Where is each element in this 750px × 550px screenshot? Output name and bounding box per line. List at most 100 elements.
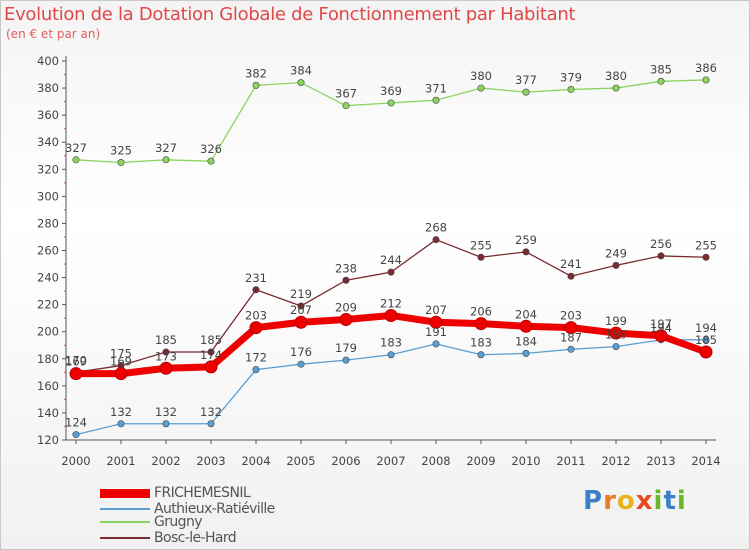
legend-label: Authieux-Ratiéville: [154, 501, 275, 517]
data-label: 207: [290, 303, 312, 317]
data-point: [567, 85, 575, 93]
data-label: 367: [335, 87, 357, 101]
y-tick-label: 120: [37, 433, 59, 447]
data-label: 187: [560, 330, 582, 344]
x-tick-label: 2005: [286, 454, 315, 468]
logo-letter: P: [583, 486, 604, 516]
data-point: [69, 367, 83, 381]
logo-letter: t: [663, 486, 677, 516]
data-label: 384: [290, 64, 312, 78]
series-frichemesnil: [69, 308, 713, 381]
data-label: 185: [200, 333, 222, 347]
data-label: 238: [335, 261, 357, 275]
data-point: [612, 261, 620, 269]
data-label: 249: [605, 246, 627, 260]
data-point: [387, 268, 395, 276]
data-point: [657, 252, 665, 260]
data-label: 183: [470, 336, 492, 350]
series-grugny: [72, 76, 710, 167]
data-label: 255: [470, 238, 492, 252]
data-label: 209: [335, 301, 357, 315]
data-label: 194: [695, 321, 717, 335]
legend-swatch: [100, 508, 150, 510]
data-point: [522, 88, 530, 96]
data-point: [159, 361, 173, 375]
data-point: [162, 156, 170, 164]
x-tick-label: 2002: [151, 454, 180, 468]
data-point: [654, 329, 668, 343]
y-tick-label: 280: [37, 216, 59, 230]
data-label: 173: [155, 349, 177, 363]
data-point: [609, 326, 623, 340]
data-point: [387, 351, 395, 359]
data-point: [657, 77, 665, 85]
data-label: 371: [425, 81, 447, 95]
data-label: 194: [650, 321, 672, 335]
data-label: 204: [515, 307, 537, 321]
data-point: [114, 367, 128, 381]
data-label: 382: [245, 66, 267, 80]
data-label: 386: [695, 61, 717, 75]
data-label: 379: [560, 70, 582, 84]
data-label: 219: [290, 287, 312, 301]
data-label: 256: [650, 237, 672, 251]
data-label: 231: [245, 271, 267, 285]
data-point: [339, 313, 353, 327]
data-point: [249, 321, 263, 335]
data-point: [72, 431, 80, 439]
x-tick-label: 2009: [466, 454, 495, 468]
data-label: 176: [290, 345, 312, 359]
x-tick-label: 2003: [196, 454, 225, 468]
x-tick-label: 2004: [241, 454, 270, 468]
data-point: [297, 302, 305, 310]
y-tick-label: 200: [37, 325, 59, 339]
data-point: [162, 420, 170, 428]
data-point: [564, 321, 578, 335]
data-label: 179: [335, 341, 357, 355]
data-point: [117, 159, 125, 167]
x-tick-label: 2011: [556, 454, 585, 468]
x-tick-label: 2008: [421, 454, 450, 468]
data-point: [477, 253, 485, 261]
data-label: 183: [380, 336, 402, 350]
data-label: 197: [650, 317, 672, 331]
y-tick-label: 380: [37, 81, 59, 95]
data-point: [522, 349, 530, 357]
data-point: [384, 308, 398, 322]
y-tick-label: 360: [37, 108, 59, 122]
legend-swatch: [100, 488, 150, 498]
data-label: 380: [470, 69, 492, 83]
data-label: 255: [695, 238, 717, 252]
data-labels: 327 325 327 326 382 384 367 369 371 380 377 379 380 3…: [65, 61, 717, 430]
logo-letter: x: [635, 486, 654, 516]
data-label: 132: [110, 405, 132, 419]
data-label: 259: [515, 233, 537, 247]
data-point: [522, 248, 530, 256]
data-point: [702, 253, 710, 261]
data-label: 385: [650, 62, 672, 76]
data-point: [477, 84, 485, 92]
data-point: [297, 360, 305, 368]
data-point: [387, 99, 395, 107]
legend-swatch: [100, 537, 150, 539]
y-tick-label: 400: [37, 54, 59, 68]
data-label: 169: [65, 355, 87, 369]
data-label: 184: [515, 334, 537, 348]
data-label: 380: [605, 69, 627, 83]
logo-letter: i: [676, 486, 687, 516]
data-point: [204, 360, 218, 374]
x-tick-label: 2001: [106, 454, 135, 468]
legend-item-authieux-ratieville: Authieux-Ratiéville: [100, 501, 275, 517]
x-tick-label: 2012: [601, 454, 630, 468]
x-tick-label: 2007: [376, 454, 405, 468]
data-point: [207, 157, 215, 165]
data-point: [294, 315, 308, 329]
data-point: [342, 276, 350, 284]
y-tick-label: 240: [37, 271, 59, 285]
y-tick-label: 340: [37, 135, 59, 149]
data-point: [432, 340, 440, 348]
chart-title: Evolution de la Dotation Globale de Fonc…: [4, 4, 576, 25]
legend-item-grugny: Grugny: [100, 514, 203, 530]
legend-label: Bosc-le-Hard: [154, 530, 237, 546]
data-point: [612, 343, 620, 351]
